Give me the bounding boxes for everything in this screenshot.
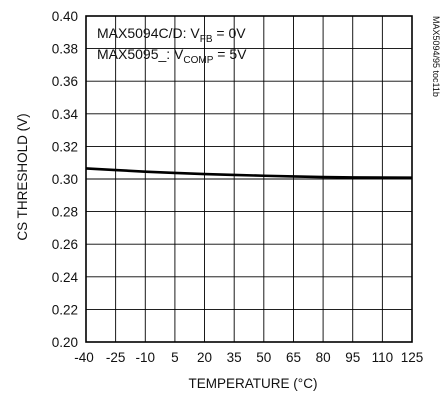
annotation-max5095-suffix: = 5V bbox=[213, 46, 247, 62]
x-tick-label: 95 bbox=[345, 350, 360, 365]
y-tick-labels: 0.20 0.22 0.24 0.26 0.28 0.30 0.32 0.34 0.36 0.38… bbox=[52, 9, 79, 350]
annotation-max5095-prefix: MAX5095_: V bbox=[97, 46, 184, 62]
y-tick-label: 0.32 bbox=[52, 139, 78, 154]
x-tick-label: -25 bbox=[106, 350, 126, 365]
x-axis-title: TEMPERATURE (°C) bbox=[189, 376, 318, 391]
y-tick-label: 0.28 bbox=[52, 205, 78, 220]
cs-threshold-curve bbox=[85, 167, 413, 179]
x-tick-label: 35 bbox=[227, 350, 242, 365]
annotation-max5094: MAX5094C/D: VFB = 0V bbox=[97, 25, 246, 45]
x-tick-label: 20 bbox=[197, 350, 212, 365]
x-tick-label: -10 bbox=[136, 350, 156, 365]
x-tick-label: -40 bbox=[74, 350, 94, 365]
x-tick-label: 110 bbox=[372, 350, 394, 365]
y-tick-label: 0.24 bbox=[52, 270, 79, 285]
y-tick-label: 0.22 bbox=[52, 302, 78, 317]
x-tick-label: 5 bbox=[171, 350, 179, 365]
x-tick-label: 80 bbox=[316, 350, 331, 365]
x-tick-label: 125 bbox=[401, 350, 424, 365]
x-tick-labels: -40 -25 -10 5 20 35 50 65 80 95 110 125 bbox=[74, 350, 423, 365]
y-tick-label: 0.36 bbox=[52, 74, 78, 89]
x-tick-label: 50 bbox=[256, 350, 271, 365]
x-tick-label: 65 bbox=[286, 350, 301, 365]
annotation-max5095-subscript: COMP bbox=[183, 55, 213, 66]
annotation-max5094-prefix: MAX5094C/D: V bbox=[97, 25, 200, 41]
annotation-max5095: MAX5095_: VCOMP = 5V bbox=[97, 46, 247, 66]
y-tick-label: 0.34 bbox=[52, 107, 79, 122]
annotation-max5094-suffix: = 0V bbox=[213, 25, 247, 41]
y-tick-label: 0.30 bbox=[52, 172, 78, 187]
y-tick-label: 0.26 bbox=[52, 237, 78, 252]
y-tick-label: 0.38 bbox=[52, 42, 78, 57]
y-tick-label: 0.20 bbox=[52, 335, 78, 350]
grid-lines bbox=[85, 15, 413, 343]
annotation-max5094-subscript: FB bbox=[200, 34, 213, 45]
y-tick-label: 0.40 bbox=[52, 9, 78, 24]
figure-id-label: MAX5094/95 toc11b bbox=[431, 16, 441, 97]
y-axis-title: CS THRESHOLD (V) bbox=[15, 113, 30, 240]
plot-frame bbox=[85, 15, 413, 343]
